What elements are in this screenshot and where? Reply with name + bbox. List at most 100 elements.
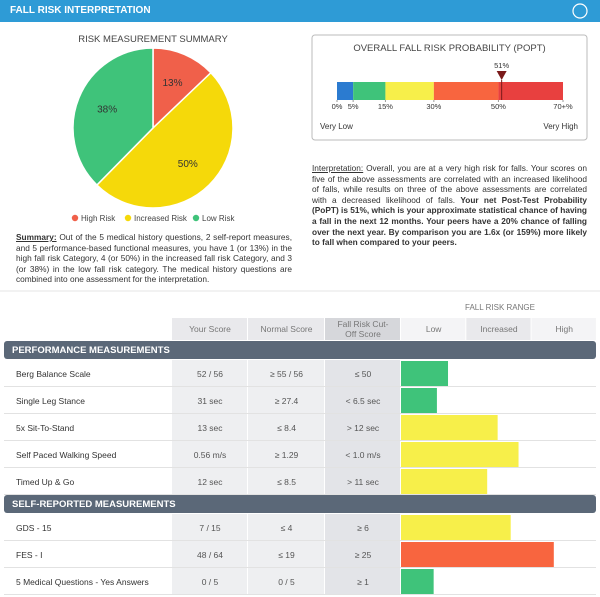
column-header: Fall Risk Cut-Off Score	[337, 319, 389, 339]
legend-label: Increased Risk	[134, 214, 188, 223]
summary: Summary: Out of the 5 medical history qu…	[16, 232, 292, 285]
legend-dot	[124, 214, 132, 222]
risk-bar	[401, 542, 554, 567]
range-header: Low	[425, 324, 442, 334]
range-header-bg	[401, 318, 466, 340]
cell-bg	[325, 514, 400, 540]
pie-slice	[95, 71, 234, 209]
cell: ≥ 1	[357, 576, 369, 587]
cell: ≥ 6	[357, 522, 369, 533]
cell-bg	[325, 541, 400, 567]
row-name: FES - I	[16, 549, 43, 560]
tick-label: 50%	[491, 102, 506, 111]
cell-bg	[248, 468, 324, 494]
cell: 48 / 64	[197, 549, 223, 560]
cell-bg	[172, 387, 247, 413]
tick-label: 15%	[378, 102, 393, 111]
row-name: Single Leg Stance	[16, 395, 85, 406]
cell: ≤ 50	[354, 368, 372, 379]
probability-band	[498, 82, 563, 100]
section-title: PERFORMANCE MEASUREMENTS	[12, 345, 170, 356]
legend-dot	[192, 214, 200, 222]
cell: < 6.5 sec	[345, 395, 381, 406]
column-header-bg	[172, 318, 247, 340]
cell: ≤ 8.4	[277, 422, 296, 433]
row-name: Berg Balance Scale	[16, 368, 91, 379]
cell-bg	[248, 360, 324, 386]
cell: 52 / 56	[197, 368, 223, 379]
cell: 7 / 15	[199, 522, 221, 533]
interpretation-label: Interpretation:	[312, 163, 364, 173]
summary-label: Summary:	[16, 232, 57, 242]
cell-bg	[172, 441, 247, 467]
cell: > 12 sec	[346, 422, 380, 433]
section-header	[4, 495, 596, 513]
risk-bar	[401, 361, 449, 386]
legend-label: High Risk	[81, 214, 116, 223]
cell: ≥ 55 / 56	[269, 368, 304, 379]
tick-label: 30%	[426, 102, 441, 111]
probability-band	[353, 82, 386, 100]
cell-bg	[325, 468, 400, 494]
risk-bar	[401, 415, 498, 440]
column-header: Your Score	[189, 324, 231, 334]
cell: 12 sec	[197, 476, 223, 487]
section-title: SELF-REPORTED MEASUREMENTS	[12, 499, 176, 510]
cell-bg	[325, 441, 400, 467]
cell-bg	[248, 387, 324, 413]
column-header: Normal Score	[260, 324, 313, 334]
cell-bg	[248, 568, 324, 594]
low-label: Very Low	[320, 122, 353, 131]
interpretation: Interpretation: Overall, you are at a ve…	[312, 163, 587, 248]
pie-title: RISK MEASUREMENT SUMMARY	[78, 34, 228, 45]
high-label: Very High	[543, 122, 578, 131]
slice-label: 38%	[97, 105, 117, 116]
probability-band	[433, 82, 499, 100]
header-bar	[0, 0, 600, 22]
probability-band	[385, 82, 434, 100]
range-title: FALL RISK RANGE	[465, 303, 535, 312]
row-name: 5 Medical Questions - Yes Answers	[16, 576, 149, 587]
cell-bg	[248, 441, 324, 467]
legend-dot	[71, 214, 79, 222]
cell-bg	[172, 514, 247, 540]
cell: ≤ 8.5	[277, 476, 296, 487]
range-header: High	[555, 324, 573, 334]
cell: 0 / 5	[278, 576, 295, 587]
cell-bg	[172, 568, 247, 594]
cell: 0 / 5	[201, 576, 219, 587]
cell: 0.56 m/s	[193, 449, 227, 460]
tick-label: 70+%	[553, 102, 573, 111]
cell-bg	[172, 541, 247, 567]
row-name: Timed Up & Go	[16, 476, 75, 487]
cell: < 1.0 m/s	[345, 449, 381, 460]
risk-bar	[401, 569, 434, 594]
risk-bar	[401, 515, 511, 540]
cell-bg	[248, 541, 324, 567]
cell: 13 sec	[197, 422, 223, 433]
row-name: 5x Sit-To-Stand	[16, 422, 75, 433]
section-header	[4, 341, 596, 359]
legend-label: Low Risk	[202, 214, 235, 223]
marker-label: 51%	[494, 61, 509, 70]
cell-bg	[248, 514, 324, 540]
pie-slice	[152, 47, 212, 130]
risk-bar	[401, 388, 437, 413]
cell-bg	[325, 360, 400, 386]
range-header-bg	[531, 318, 596, 340]
cell-bg	[325, 387, 400, 413]
column-header-bg	[325, 318, 400, 340]
probability-band	[337, 82, 354, 100]
tick-label: 5%	[348, 102, 359, 111]
pie-slice	[72, 47, 154, 187]
cell: 31 sec	[197, 395, 223, 406]
tick-label: 0%	[332, 102, 343, 111]
risk-bar	[401, 442, 519, 467]
interpretation-text: Overall, you are at a very high risk for…	[312, 163, 588, 205]
cell: ≥ 25	[354, 549, 372, 560]
row-name: Self Paced Walking Speed	[16, 449, 117, 460]
range-header: Increased	[480, 324, 518, 334]
slice-label: 13%	[163, 78, 183, 89]
header-title: FALL RISK INTERPRETATION	[10, 5, 151, 16]
